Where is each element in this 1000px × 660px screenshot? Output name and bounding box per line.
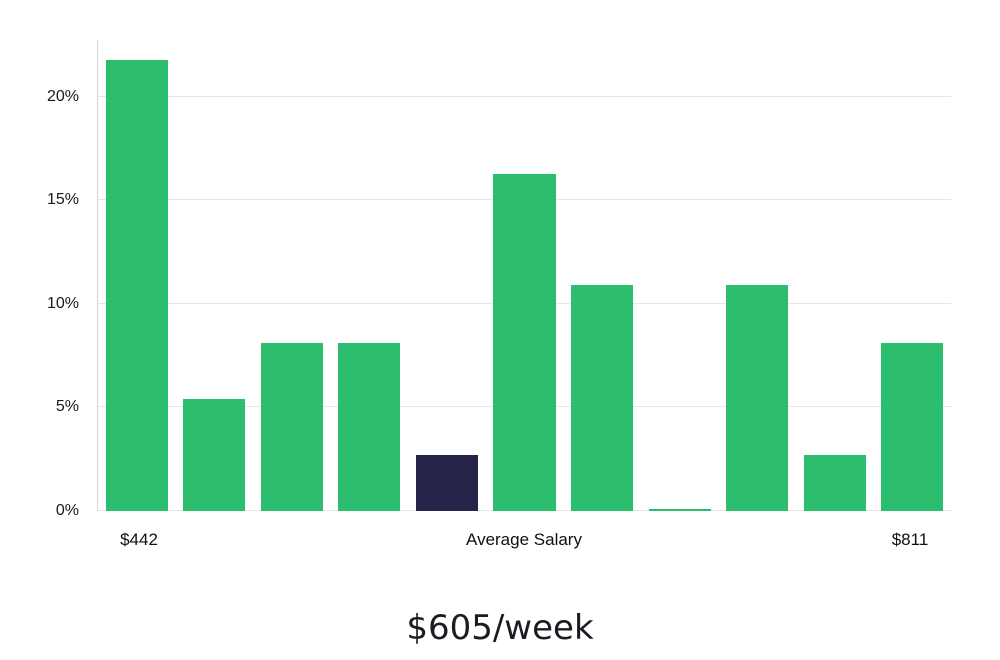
bar — [881, 343, 944, 511]
x-label-min-salary: $442 — [120, 530, 158, 549]
bar-slot — [796, 40, 874, 511]
y-tick-label: 5% — [55, 398, 79, 416]
y-axis-tick-labels: 0% 5% 10% 15% 20% — [0, 40, 89, 518]
bar-slot — [253, 40, 331, 511]
plot-area — [97, 40, 951, 511]
bar — [648, 508, 711, 511]
bars-container — [98, 40, 951, 511]
bar — [571, 285, 634, 511]
bar-slot — [486, 40, 564, 511]
gridline — [98, 95, 951, 97]
bar — [726, 285, 789, 511]
x-axis-labels: $442 Average Salary $811 — [0, 530, 1000, 554]
bar — [183, 399, 246, 511]
y-tick-label: 15% — [46, 191, 79, 209]
chart-title: $605/week — [406, 608, 594, 648]
bar — [803, 455, 866, 511]
bar-slot — [873, 40, 951, 511]
bar-slot — [408, 40, 486, 511]
bar — [260, 343, 323, 511]
y-tick-label: 20% — [46, 87, 79, 105]
x-label-max-salary: $811 — [891, 530, 929, 549]
bar-average-highlight — [415, 455, 478, 511]
bar-slot — [331, 40, 409, 511]
y-tick-label: 10% — [46, 294, 79, 312]
bar — [105, 59, 168, 511]
bar — [493, 173, 556, 511]
bar — [338, 343, 401, 511]
bar-slot — [563, 40, 641, 511]
bar-slot — [718, 40, 796, 511]
bar-slot — [641, 40, 719, 511]
x-label-average-salary: Average Salary — [466, 530, 582, 549]
y-tick-label: 0% — [55, 502, 79, 519]
bar-slot — [176, 40, 254, 511]
bar-slot — [98, 40, 176, 511]
